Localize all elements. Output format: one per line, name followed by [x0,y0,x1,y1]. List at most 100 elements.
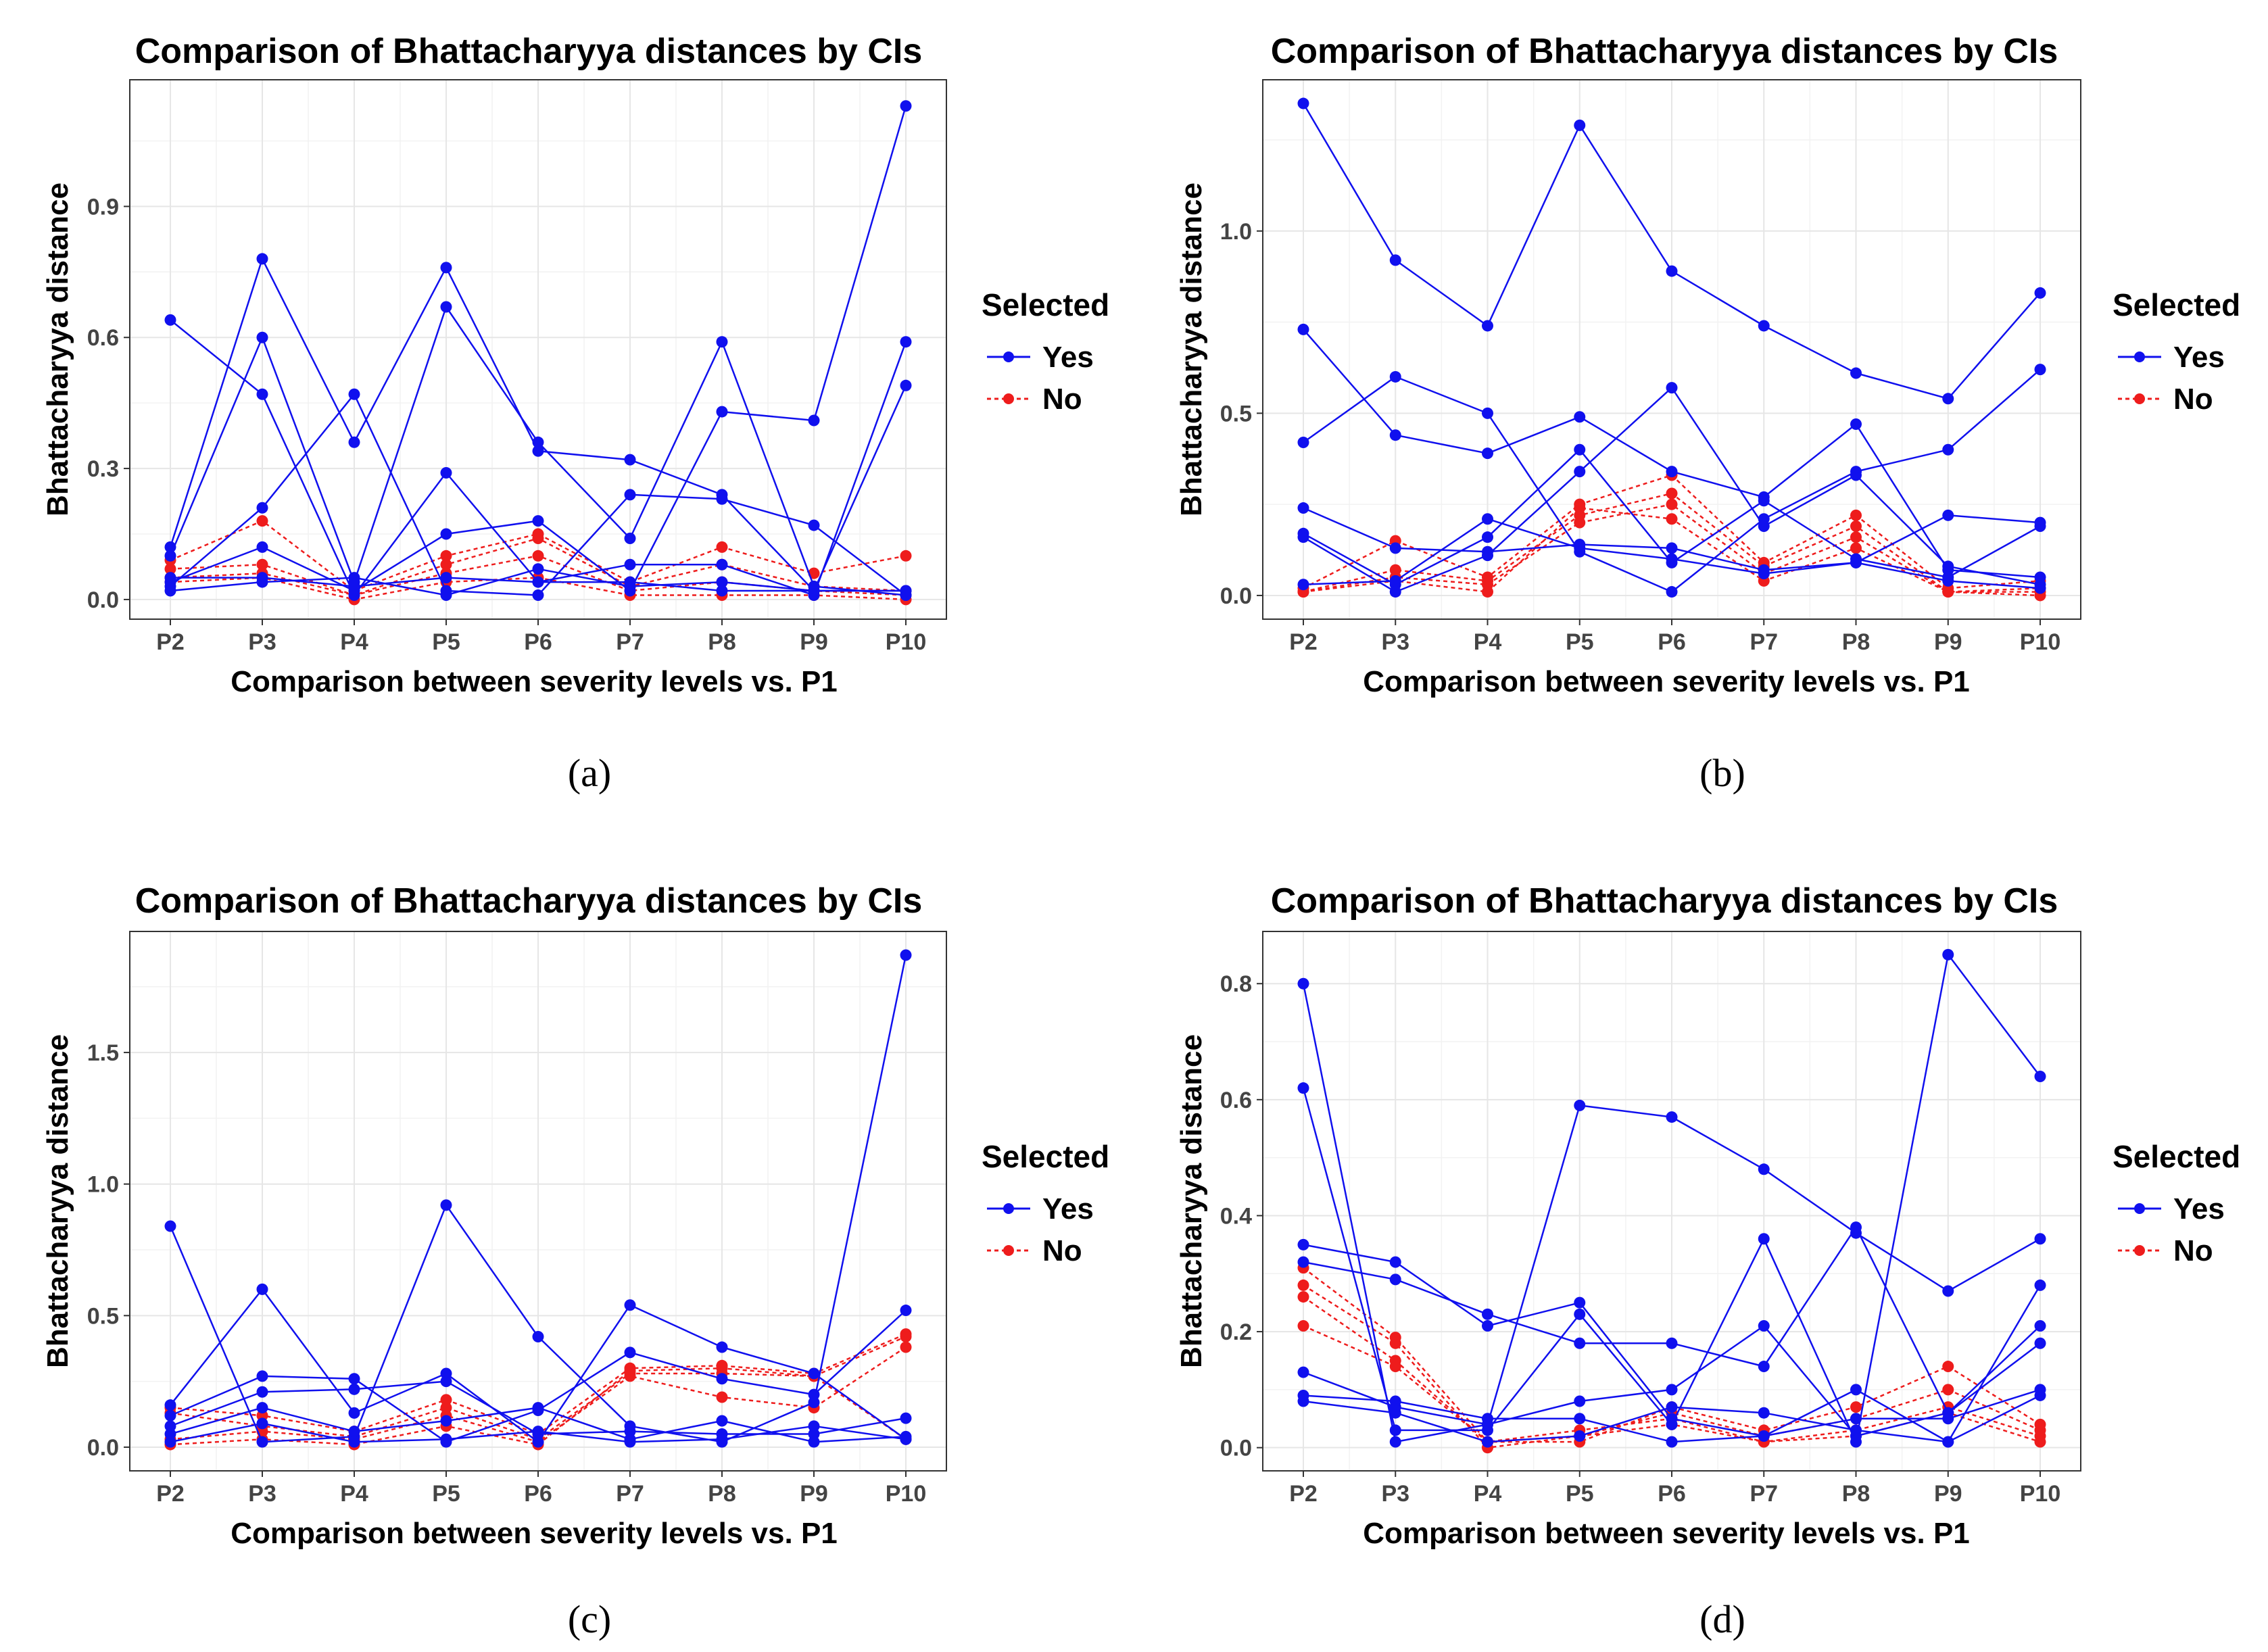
data-point-yes [1482,1319,1493,1332]
data-point-yes [808,519,820,531]
x-tick-label: P8 [708,1481,736,1507]
x-tick-label: P10 [886,629,927,655]
x-tick-label: P7 [616,629,644,655]
x-tick-label: P10 [2020,1481,2061,1507]
data-point-yes [348,388,360,400]
data-point-yes [532,589,544,601]
x-tick-label: P3 [1381,629,1409,655]
data-point-yes [808,585,820,597]
data-point-yes [2034,1337,2046,1349]
data-point-yes [164,550,176,562]
data-point-yes [716,558,728,570]
x-tick-label: P8 [1842,1481,1871,1507]
data-point-no [1389,1361,1401,1373]
panel-caption: (d) [1699,1597,1745,1641]
y-tick-label: 0.4 [1220,1203,1252,1229]
data-point-no [1666,487,1678,500]
data-point-yes [1666,1111,1678,1123]
y-tick-label: 0.0 [87,1435,119,1461]
data-point-yes [256,1370,268,1382]
legend-item-yes: Yes [987,341,1094,374]
data-point-yes [164,572,176,584]
data-point-yes [624,558,636,570]
data-point-yes [164,1399,176,1411]
y-tick-label: 1.0 [87,1172,119,1198]
data-point-yes [2034,1233,2046,1245]
data-point-yes [1297,1366,1309,1378]
x-tick-label: P7 [616,1481,644,1507]
data-point-yes [1297,502,1309,514]
data-point-yes [440,1433,452,1445]
legend-label-no: No [2173,1234,2213,1267]
data-point-no [1850,1401,1862,1413]
data-point-yes [256,1417,268,1430]
data-point-yes [1666,553,1678,565]
data-point-yes [2034,1279,2046,1291]
data-point-yes [1850,1424,1862,1436]
data-point-no [1666,513,1678,525]
data-point-yes [1482,447,1493,460]
data-point-no [1850,520,1862,533]
data-point-yes [1482,550,1493,562]
data-point-yes [348,581,360,593]
data-point-yes [440,1367,452,1380]
data-point-yes [1389,542,1401,554]
data-point-yes [532,1402,544,1414]
data-point-no [440,558,452,570]
data-point-yes [532,563,544,575]
data-point-yes [1758,1163,1770,1175]
y-axis-label: Bhattacharyya distance [41,183,74,516]
data-point-yes [256,1283,268,1295]
x-tick-label: P9 [800,629,828,655]
y-tick-label: 0.0 [1220,1436,1252,1461]
data-point-yes [2034,1071,2046,1083]
data-point-no [440,1394,452,1406]
data-point-yes [1389,1436,1401,1448]
data-point-yes [900,336,912,348]
data-point-yes [1850,1384,1862,1396]
data-point-yes [808,414,820,427]
data-point-yes [1850,367,1862,379]
data-point-yes [716,576,728,588]
data-point-yes [1758,495,1770,507]
data-point-no [1850,509,1862,521]
x-tick-label: P5 [432,1481,460,1507]
data-point-yes [164,1220,176,1232]
data-point-yes [900,379,912,391]
x-axis-label: Comparison between severity levels vs. P… [1363,1517,1970,1550]
data-point-no [1942,586,1954,598]
y-tick-label: 0.0 [87,587,119,613]
data-point-yes [1297,97,1309,110]
data-point-yes [1389,575,1401,587]
data-point-yes [1574,1413,1586,1425]
data-point-yes [532,445,544,457]
data-point-yes [532,1436,544,1448]
data-point-yes [440,1415,452,1427]
data-point-yes [348,1407,360,1419]
panel-caption: (c) [568,1597,611,1641]
x-tick-label: P8 [708,629,736,655]
y-tick-label: 0.6 [1220,1088,1252,1113]
data-point-yes [164,314,176,326]
data-point-yes [532,576,544,588]
y-axis-label: Bhattacharyya distance [41,1034,74,1368]
data-point-yes [256,541,268,553]
data-point-yes [440,572,452,584]
data-point-no [900,550,912,562]
data-point-yes [1482,1308,1493,1320]
data-point-yes [808,1436,820,1448]
x-tick-label: P10 [886,1481,927,1507]
data-point-yes [1666,265,1678,277]
data-point-yes [1389,370,1401,383]
data-point-yes [348,572,360,584]
x-tick-label: P6 [524,1481,552,1507]
x-tick-label: P10 [2020,629,2061,655]
data-point-yes [1297,1082,1309,1094]
data-point-yes [1758,1233,1770,1245]
y-axis-label: Bhattacharyya distance [1175,183,1208,516]
data-point-yes [1389,1395,1401,1407]
x-tick-label: P4 [340,1481,368,1507]
data-point-yes [716,336,728,348]
legend-title: Selected [2113,287,2240,322]
data-point-yes [1574,542,1586,554]
